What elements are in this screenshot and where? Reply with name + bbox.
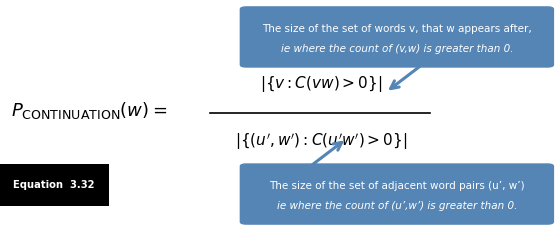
Text: $P_{\mathrm{CONTINUATION}}(w) =$: $P_{\mathrm{CONTINUATION}}(w) =$ — [11, 100, 168, 121]
Text: ie where the count of (u’,w’) is greater than 0.: ie where the count of (u’,w’) is greater… — [277, 201, 517, 211]
Text: The size of the set of words v, that w appears after,: The size of the set of words v, that w a… — [262, 24, 532, 34]
Text: Equation  3.32: Equation 3.32 — [13, 180, 95, 190]
Text: ie where the count of (v,w) is greater than 0.: ie where the count of (v,w) is greater t… — [281, 44, 513, 54]
Text: $|\{(u',w') : C(u'w') > 0\}|$: $|\{(u',w') : C(u'w') > 0\}|$ — [235, 132, 408, 152]
Text: $|\{v : C(vw) > 0\}|$: $|\{v : C(vw) > 0\}|$ — [260, 74, 382, 94]
FancyBboxPatch shape — [240, 164, 553, 224]
FancyBboxPatch shape — [0, 164, 109, 206]
FancyBboxPatch shape — [240, 7, 553, 67]
Text: The size of the set of adjacent word pairs (u’, w’): The size of the set of adjacent word pai… — [269, 181, 525, 191]
